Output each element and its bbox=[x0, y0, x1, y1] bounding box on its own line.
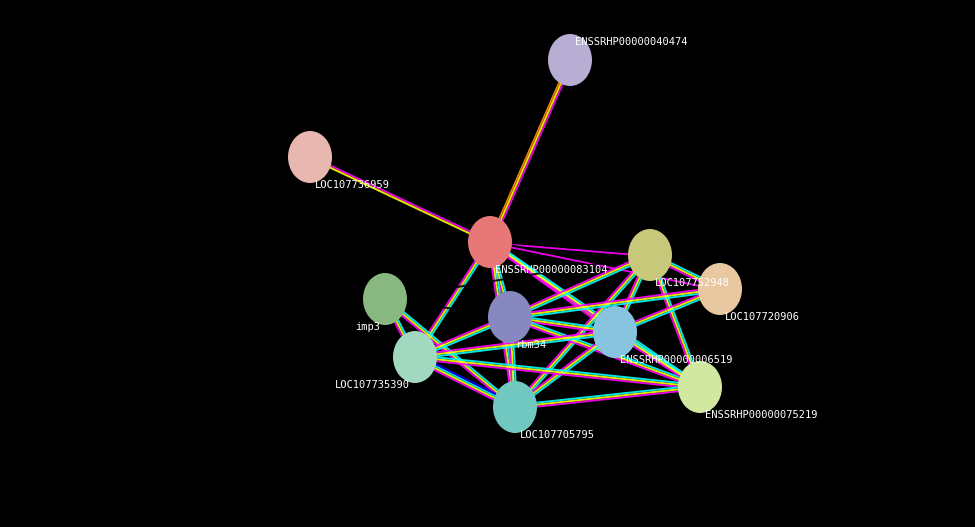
Ellipse shape bbox=[393, 331, 437, 383]
Text: ENSSRHP00000075219: ENSSRHP00000075219 bbox=[705, 410, 817, 420]
Ellipse shape bbox=[493, 381, 537, 433]
Text: LOC107705795: LOC107705795 bbox=[520, 430, 595, 440]
Text: LOC107720906: LOC107720906 bbox=[725, 312, 800, 322]
Ellipse shape bbox=[593, 306, 637, 358]
Text: imp3: imp3 bbox=[355, 322, 380, 332]
Ellipse shape bbox=[363, 273, 407, 325]
Ellipse shape bbox=[698, 263, 742, 315]
Text: LOC107735390: LOC107735390 bbox=[335, 380, 410, 390]
Text: rbm34: rbm34 bbox=[515, 340, 546, 350]
Ellipse shape bbox=[678, 361, 722, 413]
Ellipse shape bbox=[548, 34, 592, 86]
Ellipse shape bbox=[468, 216, 512, 268]
Text: LOC107752948: LOC107752948 bbox=[655, 278, 730, 288]
Text: ENSSRHP00000040474: ENSSRHP00000040474 bbox=[575, 37, 687, 47]
Ellipse shape bbox=[488, 291, 532, 343]
Text: LOC107736959: LOC107736959 bbox=[315, 180, 390, 190]
Text: ENSSRHP00000006519: ENSSRHP00000006519 bbox=[620, 355, 732, 365]
Text: ENSSRHP00000083104: ENSSRHP00000083104 bbox=[495, 265, 607, 275]
Ellipse shape bbox=[628, 229, 672, 281]
Ellipse shape bbox=[288, 131, 332, 183]
